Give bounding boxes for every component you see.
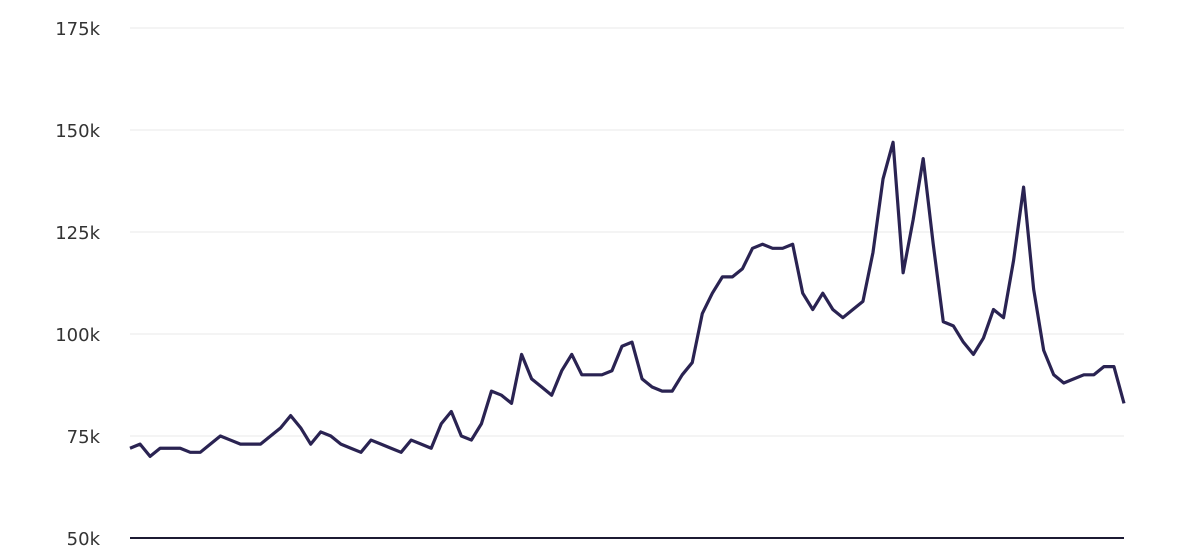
line — [129, 140, 1126, 458]
y-tick-label: 150k — [55, 121, 100, 142]
y-tick-label: 175k — [55, 19, 100, 40]
y-tick-label: 125k — [55, 223, 100, 244]
y-tick-label: 75k — [67, 427, 101, 448]
y-tick-label: 50k — [67, 529, 101, 550]
y-tick-label: 100k — [55, 325, 100, 346]
